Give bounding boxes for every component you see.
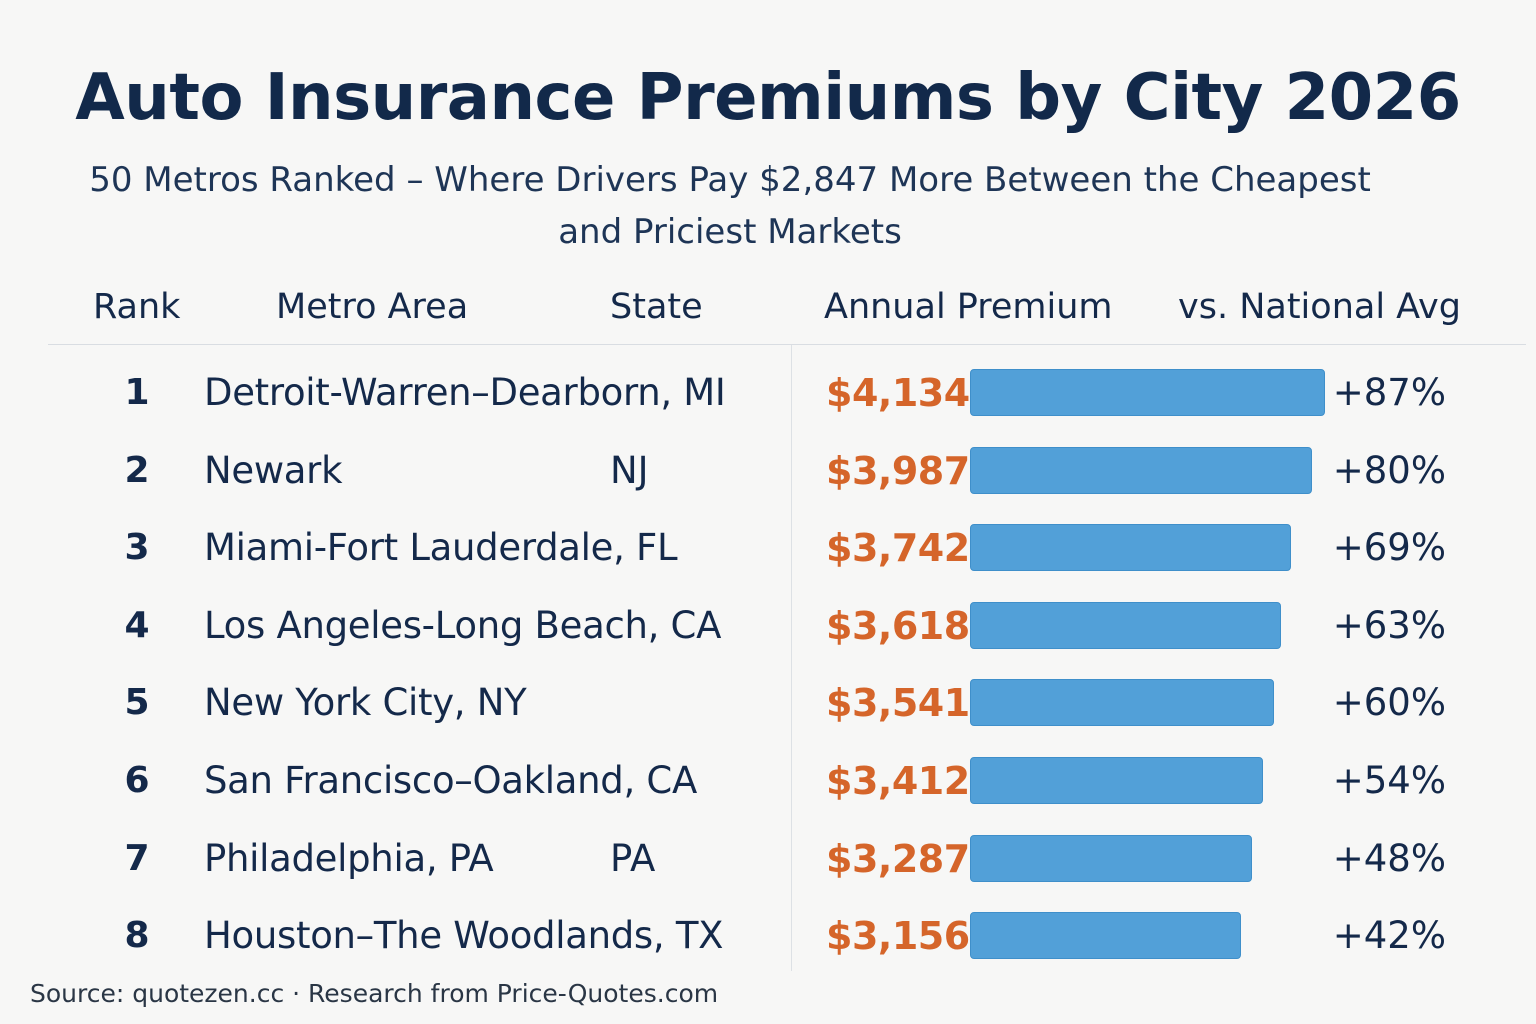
vs-national-avg-cell: +60% [1332, 681, 1446, 725]
state-cell: PA [610, 836, 656, 880]
table-row: 6 San Francisco–Oakland, CA $3,412 +54% [0, 742, 1536, 820]
table-row: 2 Newark NJ $3,987 +80% [0, 432, 1536, 510]
metro-area-cell: New York City, NY [204, 681, 527, 725]
premium-label: $3,742 [826, 526, 970, 571]
metro-area-cell: Miami-Fort Lauderdale, FL [204, 526, 678, 570]
vs-national-avg-cell: +63% [1332, 603, 1446, 647]
rank-cell: 1 [124, 372, 150, 413]
premium-bar [970, 834, 1252, 882]
premium-label: $3,541 [826, 681, 970, 726]
header-annual-premium: Annual Premium [824, 287, 1113, 327]
premium-label: $3,412 [826, 759, 970, 803]
vs-national-avg-cell: +80% [1332, 448, 1446, 492]
premium-bar [970, 912, 1241, 960]
metro-area-cell: Los Angeles-Long Beach, CA [204, 603, 722, 647]
vs-national-avg-cell: +42% [1332, 914, 1446, 958]
rank-cell: 7 [124, 837, 150, 879]
rank-cell: 6 [124, 760, 150, 801]
state-cell: NJ [610, 448, 649, 492]
rank-cell: 2 [124, 449, 150, 491]
chart-title: Auto Insurance Premiums by City 2026 [75, 61, 1461, 135]
vs-national-avg-cell: +54% [1332, 759, 1446, 802]
table-row: 7 Philadelphia, PA PA $3,287 +48% [0, 820, 1536, 898]
premium-bar [970, 601, 1281, 649]
vs-national-avg-cell: +87% [1332, 371, 1446, 414]
header-state: State [610, 287, 703, 327]
table-row: 8 Houston–The Woodlands, TX $3,156 +42% [0, 897, 1536, 975]
premium-label: $3,156 [826, 914, 970, 959]
premium-bar [970, 524, 1291, 572]
premium-label: $3,287 [826, 836, 970, 881]
metro-area-cell: Philadelphia, PA [204, 836, 494, 880]
header-divider [48, 344, 1526, 345]
header-rank: Rank [93, 287, 181, 327]
rank-cell: 8 [124, 915, 150, 957]
premium-label: $3,618 [826, 603, 970, 648]
header-metro-area: Metro Area [276, 287, 469, 327]
table-row: 3 Miami-Fort Lauderdale, FL $3,742 +69% [0, 509, 1536, 587]
premium-bar [970, 757, 1263, 804]
table-row: 5 New York City, NY $3,541 +60% [0, 664, 1536, 742]
premium-label: $3,987 [826, 448, 970, 493]
metro-area-cell: Houston–The Woodlands, TX [204, 914, 724, 958]
vs-national-avg-cell: +69% [1332, 526, 1446, 570]
premium-bar [970, 369, 1325, 416]
table-row: 1 Detroit-Warren–Dearborn, MI $4,134 +87% [0, 354, 1536, 432]
source-note: Source: quotezen.cc · Research from Pric… [30, 979, 719, 1008]
premium-bar [970, 679, 1274, 727]
vs-national-avg-cell: +48% [1332, 836, 1446, 880]
rank-cell: 4 [124, 604, 150, 646]
metro-area-cell: San Francisco–Oakland, CA [204, 759, 697, 802]
metro-area-cell: Newark [204, 448, 343, 492]
table-row: 4 Los Angeles-Long Beach, CA $3,618 +63% [0, 587, 1536, 665]
header-vs-national-avg: vs. National Avg [1178, 287, 1461, 327]
chart-subtitle: 50 Metros Ranked – Where Drivers Pay $2,… [89, 160, 1371, 252]
premium-bar [970, 446, 1312, 494]
metro-area-cell: Detroit-Warren–Dearborn, MI [204, 371, 726, 414]
premium-label: $4,134 [826, 371, 970, 415]
column-divider [791, 345, 792, 971]
rank-cell: 5 [124, 682, 150, 724]
rank-cell: 3 [124, 527, 150, 569]
